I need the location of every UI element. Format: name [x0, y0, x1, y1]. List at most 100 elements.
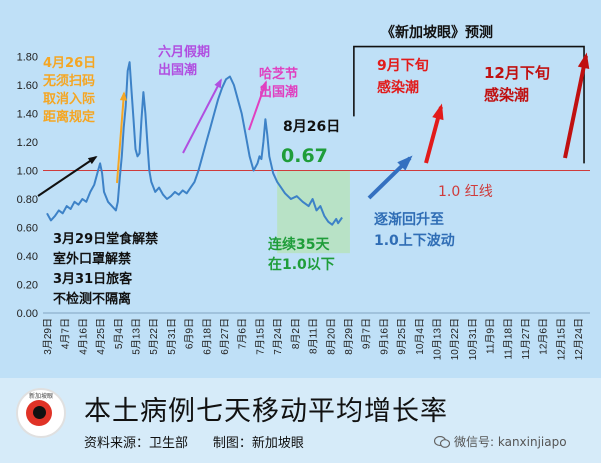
x-tick-label: 11月27日 [520, 318, 532, 360]
x-tick-label: 9月25日 [396, 318, 408, 355]
x-tick-label: 11月9日 [485, 318, 497, 354]
arrow-orange [116, 92, 125, 184]
annotation-hajj-line: 哈芝节 [259, 66, 298, 82]
wechat-watermark: 微信号: kanxinjiapo [434, 433, 567, 450]
annotation-rebound-line: 逐渐回升至 [374, 211, 444, 228]
eye-icon [33, 406, 46, 419]
x-tick-label: 8月11日 [308, 318, 320, 354]
x-tick-label: 8月29日 [343, 318, 355, 355]
x-tick-label: 6月18日 [201, 318, 213, 355]
arrow-blue-head [397, 155, 413, 171]
x-tick-label: 4月7日 [60, 318, 72, 349]
annotation-dec-wave-line: 12月下旬 [484, 64, 550, 82]
annotation-hajj: 哈芝节出国潮 [259, 66, 298, 100]
annotation-april26-line: 无须扫码 [42, 73, 95, 89]
annotation-value: 0.67 [281, 145, 328, 167]
annotation-forecast-title: 《新加坡眼》预测 [381, 24, 493, 41]
x-tick-label: 7月6日 [237, 318, 249, 349]
annotation-june-holiday-line: 出国潮 [158, 62, 197, 78]
arrow-purple-head [214, 78, 222, 89]
annotation-april26: 4月26日无须扫码取消入际距离规定 [42, 56, 96, 125]
wechat-id: 微信号: kanxinjiapo [454, 435, 567, 449]
annotation-streak-line: 在1.0以下 [268, 256, 335, 273]
arrow-darkred [563, 55, 588, 159]
annotation-april26-line: 4月26日 [43, 56, 96, 71]
x-tick-label: 5月22日 [148, 318, 160, 355]
x-tick-label: 3月29日 [42, 318, 54, 355]
annotation-june-holiday: 六月假期出国潮 [158, 44, 210, 78]
arrow-black [37, 156, 97, 197]
arrow-orange-head [119, 91, 127, 101]
annotation-aug26-line: 8月26日 [283, 119, 340, 135]
annotation-hajj-line: 出国潮 [259, 84, 298, 100]
x-tick-label: 11月18日 [502, 318, 514, 360]
annotation-streak: 连续35天在1.0以下 [268, 236, 335, 273]
x-tick-label: 8月20日 [325, 318, 337, 355]
y-tick-label: 1.40 [17, 109, 38, 121]
y-tick-label: 1.00 [17, 166, 38, 178]
series-line [46, 61, 343, 226]
x-tick-label: 10月13日 [431, 318, 443, 360]
annotation-dec-wave-line: 感染潮 [484, 86, 529, 104]
wechat-icon [434, 436, 450, 448]
x-tick-label: 12月15日 [555, 318, 567, 360]
annotation-reopening-line: 室外口罩解禁 [53, 251, 131, 267]
x-tick-label: 9月7日 [361, 318, 373, 349]
x-tick-label: 12月24日 [573, 318, 585, 360]
annotation-sept-wave: 9月下旬感染潮 [377, 57, 429, 96]
annotation-april26-line: 距离规定 [43, 109, 95, 125]
x-tick-label: 10月4日 [414, 318, 426, 355]
below-threshold-highlight [277, 170, 350, 254]
brand-logo: 新加坡眼 [16, 388, 66, 438]
arrow-red-head [432, 103, 444, 121]
x-tick-label: 8月2日 [290, 318, 302, 349]
arrow-darkred-head [577, 52, 590, 69]
x-tick-label: 7月24日 [272, 318, 284, 355]
x-tick-label: 4月25日 [95, 318, 107, 355]
y-tick-label: 1.60 [17, 80, 38, 92]
annotation-june-holiday-line: 六月假期 [158, 44, 210, 60]
annotation-reopening: 3月29日堂食解禁室外口罩解禁 3月31日旅客不检测不隔离 [53, 231, 158, 307]
y-tick-label: 0.60 [17, 223, 38, 235]
annotation-streak-line: 连续35天 [268, 236, 330, 253]
annotation-value-line: 0.67 [281, 145, 328, 167]
y-tick-label: 0.80 [17, 194, 38, 206]
annotation-reopening-line: 3月31日旅客 [53, 271, 133, 287]
annotation-reopening-line: 不检测不隔离 [53, 291, 131, 307]
arrow-black-head [87, 155, 98, 165]
arrow-purple [182, 79, 222, 154]
source-line: 资料来源：卫生部 制图：新加坡眼 [84, 432, 304, 451]
x-tick-label: 5月4日 [113, 318, 125, 349]
chart-svg: 0.00 0.20 0.40 0.60 0.80 1.00 1.20 1.40 1.60 1.80… [17, 24, 590, 360]
source-label: 资料来源：卫生部 [84, 436, 189, 451]
y-tick-label: 0.20 [17, 280, 38, 292]
credit-label: 制图：新加坡眼 [212, 436, 304, 451]
annotation-sept-wave-line: 感染潮 [377, 79, 419, 96]
chart-title: 本土病例七天移动平均增长率 [84, 396, 448, 427]
x-tick-label: 6月9日 [184, 318, 196, 349]
y-tick-label: 0.00 [17, 308, 38, 320]
annotation-april26-line: 取消入际 [43, 91, 95, 107]
annotation-aug26: 8月26日 [283, 119, 340, 135]
annotation-rebound-line: 1.0上下波动 [374, 232, 455, 249]
x-tick-label: 6月27日 [219, 318, 231, 355]
x-tick-label: 4月16日 [77, 318, 89, 355]
annotation-dec-wave: 12月下旬感染潮 [484, 64, 550, 104]
x-tick-label: 10月22日 [449, 318, 461, 360]
y-tick-label: 0.40 [17, 251, 38, 263]
annotation-forecast-title-line: 《新加坡眼》预测 [381, 24, 493, 41]
forecast-bracket [353, 45, 585, 164]
x-tick-label: 12月6日 [538, 318, 550, 355]
x-tick-label: 5月13日 [131, 318, 143, 355]
x-tick-label: 5月31日 [166, 318, 178, 355]
annotation-reopening-line: 3月29日堂食解禁 [53, 231, 158, 247]
logo-text: 新加坡眼 [28, 393, 53, 400]
x-tick-label: 9月16日 [378, 318, 390, 355]
annotation-sept-wave-line: 9月下旬 [377, 57, 429, 74]
y-tick-label: 1.20 [17, 137, 38, 149]
x-tick-label: 7月15日 [254, 318, 266, 355]
annotation-rebound: 逐渐回升至 1.0上下波动 [374, 211, 455, 249]
footer [0, 378, 601, 463]
arrow-magenta [248, 81, 267, 131]
